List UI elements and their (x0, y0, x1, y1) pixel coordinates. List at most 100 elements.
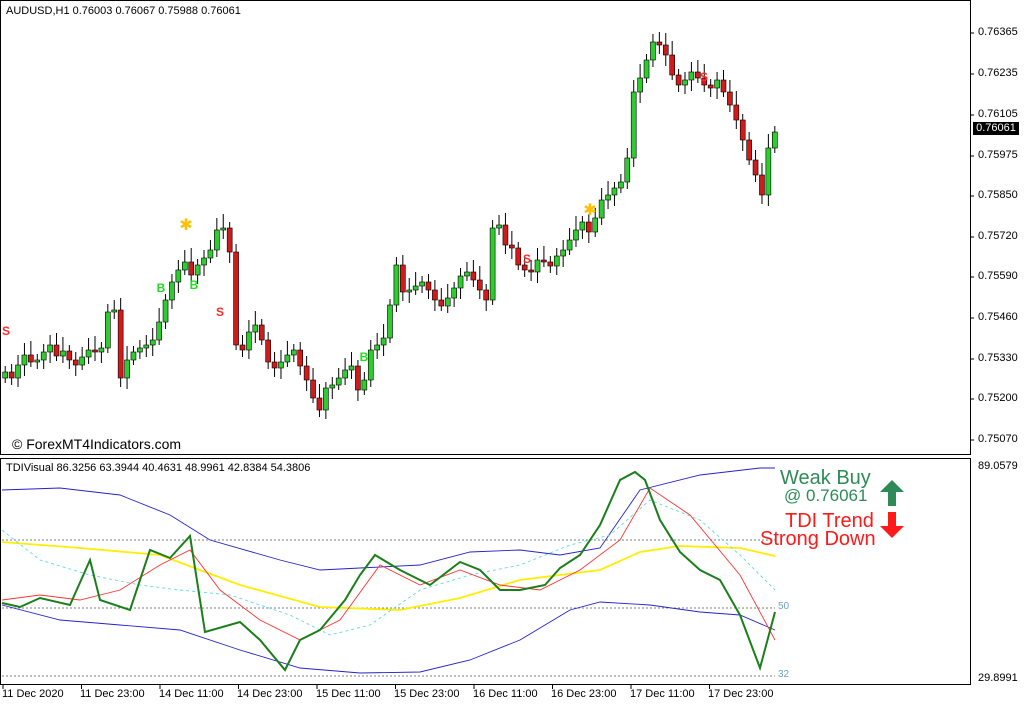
candle-body (701, 77, 708, 86)
candle-body (53, 344, 60, 357)
candle-body (374, 344, 380, 351)
candle-body (771, 131, 778, 149)
candle-body (586, 221, 592, 233)
candle-body (605, 194, 611, 201)
candle-body (464, 271, 470, 277)
candle-body (643, 59, 650, 79)
candle-body (355, 365, 361, 391)
candle-body (316, 397, 323, 411)
candle-body (611, 187, 618, 196)
candle-body (310, 379, 316, 399)
candle-body (246, 331, 252, 351)
tdi-axis-bottom: 29.8991 (978, 672, 1018, 684)
candle-body (15, 364, 21, 379)
candle-body (765, 147, 772, 196)
signal-label: B (190, 278, 199, 292)
axis-ticks (2, 32, 974, 689)
candle-body (528, 269, 534, 273)
candle-body (233, 251, 239, 346)
tdi-axis-top: 89.0579 (978, 460, 1018, 472)
candle-body (509, 244, 515, 249)
candle-body (489, 227, 496, 301)
candle-body (515, 247, 522, 266)
lower-band-line (1, 601, 776, 674)
time-axis-label: 15 Dec 23:00 (394, 688, 460, 700)
candle-body (393, 264, 400, 306)
candle-body (329, 384, 336, 389)
signal-label: B (157, 281, 166, 295)
candle-body (342, 369, 348, 379)
signal-label: S (216, 305, 224, 319)
candle-body (541, 259, 547, 263)
candle-body (739, 119, 746, 141)
signal-label: B (360, 350, 369, 364)
candle-body (47, 344, 53, 353)
candle-body (483, 289, 489, 301)
candle-body (2, 371, 9, 379)
candle-body (675, 74, 682, 86)
trend-label: TDI Trend (785, 510, 874, 532)
candle-body (579, 221, 586, 231)
candle-body (79, 356, 85, 366)
candle-body (92, 349, 98, 353)
candle-body (496, 224, 502, 229)
candle-body (252, 324, 259, 333)
candle-body (258, 324, 265, 341)
candle-body (438, 299, 445, 307)
current-price-marker: 0.76061 (973, 122, 1019, 135)
candle-body (662, 44, 669, 56)
candle-body (425, 281, 432, 291)
candle-body (560, 249, 566, 257)
time-axis-label: 11 Dec 23:00 (80, 688, 145, 700)
candle-body (156, 321, 162, 341)
candle-body (60, 350, 66, 357)
candle-body (175, 269, 182, 283)
candle-body (592, 217, 599, 233)
candle-body (650, 41, 656, 61)
signal-line (1, 487, 776, 641)
tdi-title: TDIVisual 86.3256 63.3944 40.4631 48.996… (6, 462, 311, 474)
candle-body (361, 379, 368, 391)
price-axis-label: 0.75460 (978, 311, 1018, 323)
candle-body (8, 371, 15, 379)
candle-body (547, 261, 554, 267)
candle-body (406, 289, 413, 293)
candle-body (271, 361, 278, 369)
candle-body (226, 227, 233, 253)
candle-body (21, 354, 28, 366)
time-axis-label: 17 Dec 23:00 (708, 688, 774, 700)
candle-body (566, 239, 573, 251)
signal-price: @ 0.76061 (784, 486, 868, 505)
candle-body (412, 285, 419, 291)
candle-body (323, 387, 329, 411)
signal-text: Weak Buy (780, 467, 871, 489)
candle-body (457, 275, 464, 289)
price-axis-label: 0.75975 (978, 149, 1018, 161)
candle-body (137, 347, 143, 353)
level-50-label: 50 (778, 601, 790, 612)
candle-body (553, 255, 560, 267)
candle-body (752, 159, 759, 176)
candle-body (201, 257, 207, 266)
signal-label: S (523, 252, 531, 266)
candle-body (130, 351, 137, 361)
candle-body (278, 361, 284, 369)
candle-body (733, 104, 740, 121)
candle-body (637, 77, 643, 93)
candle-body (598, 199, 605, 219)
candle-body (573, 229, 579, 241)
candle-body (367, 349, 374, 381)
candle-body (149, 339, 156, 346)
star-icon: ✱ (179, 215, 192, 234)
candle-body (380, 337, 387, 346)
candle-body (669, 54, 675, 76)
time-axis-label: 11 Dec 2020 (2, 688, 64, 700)
candle-body (291, 349, 297, 356)
price-axis-label: 0.76235 (978, 67, 1018, 79)
candle-body (432, 289, 438, 301)
candle-body (188, 261, 194, 276)
price-axis-label: 0.75590 (978, 270, 1018, 282)
time-axis-label: 16 Dec 23:00 (551, 688, 617, 700)
candle-body (117, 309, 124, 379)
candle-body (162, 299, 169, 323)
